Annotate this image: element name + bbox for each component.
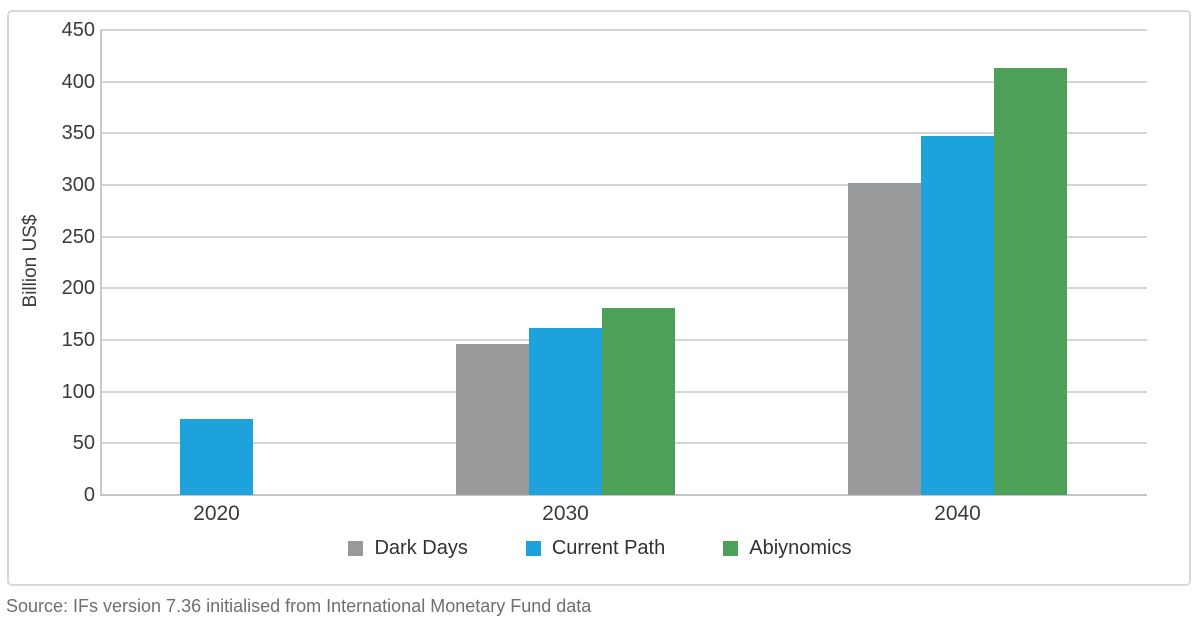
legend-item-abiynomics: Abiynomics xyxy=(723,537,852,559)
bar-current-path-2030 xyxy=(529,327,602,495)
gridline xyxy=(100,132,1147,135)
legend-item-dark-days: Dark Days xyxy=(348,537,468,559)
legend: Dark Days Current Path Abiynomics xyxy=(0,538,1200,558)
bar-abiynomics-2040 xyxy=(994,68,1067,495)
bar-dark-days-2040 xyxy=(848,182,921,495)
y-tick-label: 150 xyxy=(61,329,95,351)
source-note: Source: IFs version 7.36 initialised fro… xyxy=(6,596,592,616)
bar-current-path-2020 xyxy=(180,418,253,495)
y-tick-label: 350 xyxy=(61,122,95,145)
gridline xyxy=(100,184,1147,186)
x-tick-label: 2030 xyxy=(542,502,589,525)
y-tick-label: 100 xyxy=(61,380,95,403)
gridline xyxy=(100,235,1147,238)
legend-swatch xyxy=(723,540,739,556)
gridline xyxy=(100,287,1147,290)
y-tick-label: 200 xyxy=(61,277,95,300)
legend-label: Abiynomics xyxy=(749,537,852,559)
y-tick-label: 300 xyxy=(61,174,95,196)
bar-dark-days-2030 xyxy=(456,344,529,495)
y-tick-label: 400 xyxy=(61,70,95,93)
gridline xyxy=(100,80,1147,83)
y-tick-label: 0 xyxy=(83,484,95,506)
y-tick-label: 450 xyxy=(61,19,95,41)
y-tick-label: 250 xyxy=(61,225,95,248)
bar-current-path-2040 xyxy=(921,136,994,495)
legend-label: Dark Days xyxy=(374,537,468,559)
y-tick-label: 50 xyxy=(72,432,95,455)
legend-swatch xyxy=(525,540,541,556)
x-tick-label: 2020 xyxy=(193,502,240,525)
x-axis-line xyxy=(100,494,1147,496)
legend-swatch xyxy=(348,540,364,556)
legend-item-current-path: Current Path xyxy=(525,537,666,559)
gridline xyxy=(100,29,1147,31)
x-tick-label: 2040 xyxy=(934,502,981,525)
legend-label: Current Path xyxy=(551,537,666,559)
bar-abiynomics-2030 xyxy=(602,307,675,495)
y-axis-line xyxy=(100,30,102,495)
